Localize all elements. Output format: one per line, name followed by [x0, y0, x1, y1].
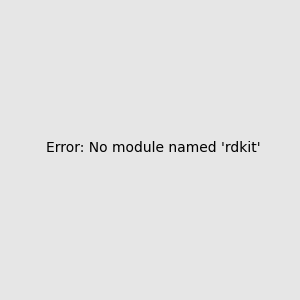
Text: Error: No module named 'rdkit': Error: No module named 'rdkit' — [46, 140, 261, 154]
